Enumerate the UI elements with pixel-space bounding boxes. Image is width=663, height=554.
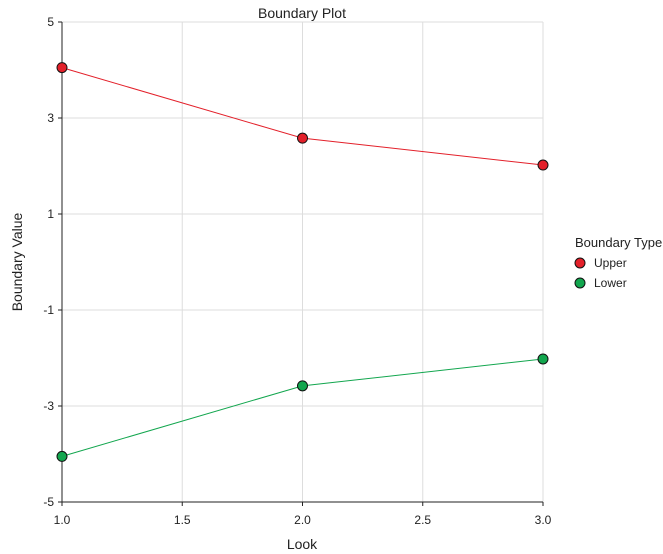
y-tick-label: 3: [47, 111, 54, 125]
x-tick-label: 1.0: [54, 513, 71, 527]
grid: [62, 22, 543, 502]
legend-label-lower: Lower: [594, 276, 627, 290]
upper-data-point: [538, 160, 548, 170]
y-axis-title: Boundary Value: [9, 212, 25, 311]
y-tick-label: -5: [43, 495, 54, 509]
chart-title: Boundary Plot: [258, 5, 346, 21]
lower-data-point: [57, 451, 67, 461]
y-tick-label: 5: [47, 15, 54, 29]
upper-data-point: [298, 133, 308, 143]
y-tick-label: -1: [43, 303, 54, 317]
lower-data-point: [538, 354, 548, 364]
legend: Boundary Type Upper Lower: [575, 235, 662, 290]
tick-labels: 1.0 1.5 2.0 2.5 3.0 5 3 1 -1 -3 -5: [43, 15, 551, 527]
x-tick-label: 1.5: [174, 513, 191, 527]
lower-data-point: [298, 381, 308, 391]
upper-data-point: [57, 63, 67, 73]
x-tick-label: 3.0: [535, 513, 552, 527]
x-tick-label: 2.0: [294, 513, 311, 527]
y-tick-label: -3: [43, 399, 54, 413]
axes: [58, 22, 543, 506]
x-tick-label: 2.5: [414, 513, 431, 527]
legend-title: Boundary Type: [575, 235, 662, 250]
legend-marker-lower: [575, 278, 585, 288]
legend-marker-upper: [575, 258, 585, 268]
x-axis-title: Look: [287, 536, 318, 552]
y-tick-label: 1: [47, 207, 54, 221]
legend-label-upper: Upper: [594, 256, 627, 270]
